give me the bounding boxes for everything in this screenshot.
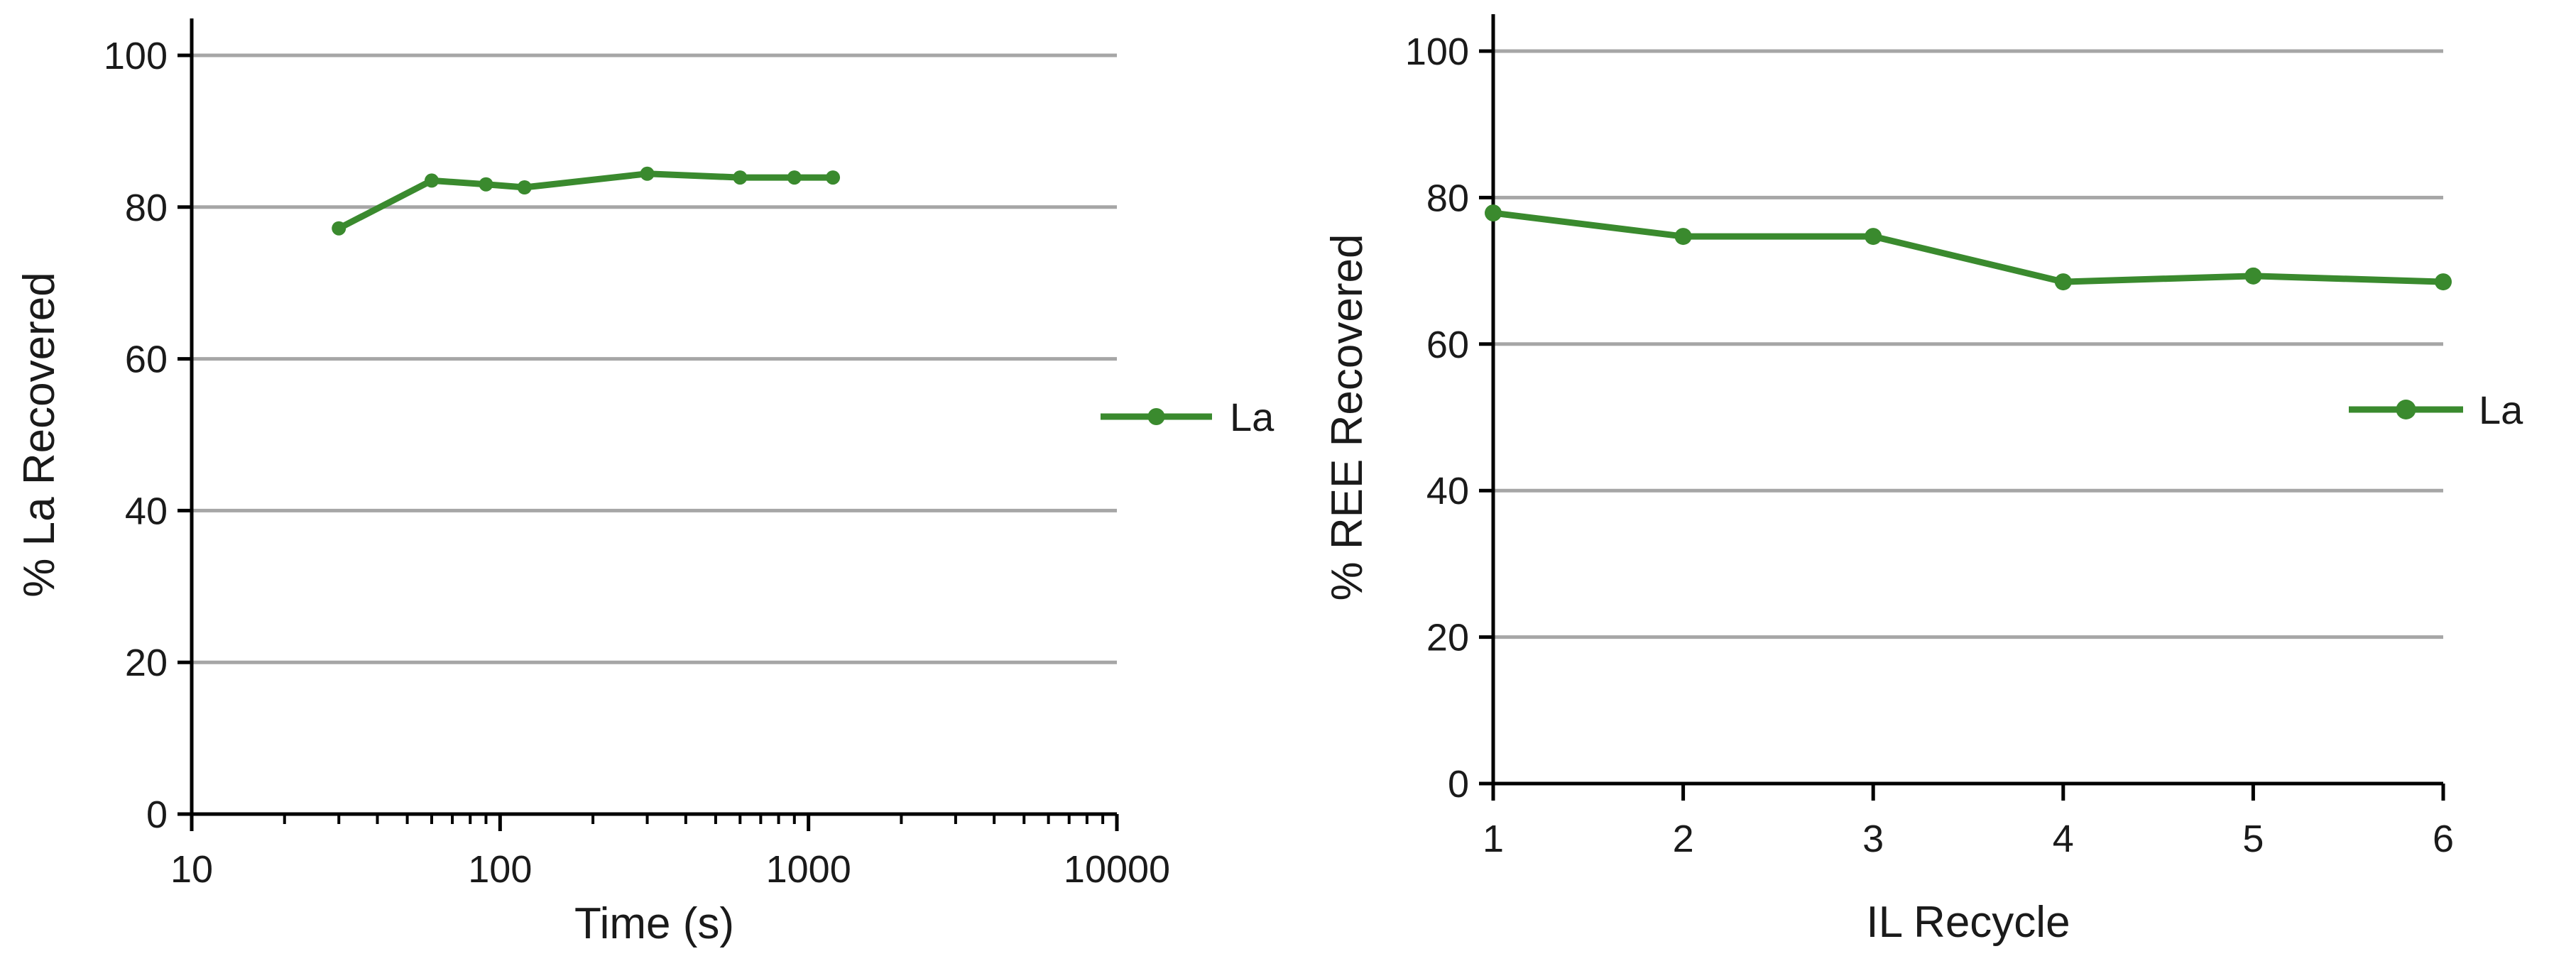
data-point <box>424 173 439 188</box>
y-tick-label: 40 <box>1426 470 1469 512</box>
data-point <box>733 170 748 185</box>
chart-time-recovery: 0 20 40 60 80 100 10 100 1000 10000 Time (s) % La R… <box>15 18 1275 948</box>
data-point <box>2054 273 2072 291</box>
series-line <box>1492 209 2444 285</box>
y-tick-label: 60 <box>1426 324 1469 366</box>
x-axis-title: IL Recycle <box>1866 898 2070 947</box>
legend-label: La <box>2479 388 2523 432</box>
y-tick-label: 100 <box>104 35 168 77</box>
data-point <box>2244 267 2262 285</box>
x-tick-label: 6 <box>2433 818 2454 860</box>
y-tick-label: 0 <box>146 793 168 836</box>
x-axis-title: Time (s) <box>574 899 734 948</box>
x-tick-label: 3 <box>1862 818 1884 860</box>
x-tick-label: 4 <box>2053 818 2074 860</box>
x-tick-label: 10000 <box>1064 848 1170 891</box>
data-point <box>479 177 493 192</box>
y-tick-label: 0 <box>1448 763 1469 806</box>
data-point <box>517 180 532 195</box>
data-point <box>1674 228 1692 246</box>
y-tick-label: 80 <box>1426 177 1469 219</box>
x-tick-label: 1 <box>1483 818 1504 860</box>
data-point <box>1865 228 1882 246</box>
data-point <box>332 221 346 236</box>
x-tick-label: 100 <box>468 848 532 891</box>
data-point <box>1485 204 1502 222</box>
x-tick-label: 5 <box>2242 818 2264 860</box>
legend-marker <box>1147 408 1165 425</box>
legend-marker <box>2396 400 2416 419</box>
y-tick-label: 20 <box>1426 617 1469 659</box>
data-point <box>640 166 655 181</box>
y-tick-label: 80 <box>125 187 168 229</box>
y-axis-title: % REE Recovered <box>1323 234 1372 601</box>
x-tick-label: 2 <box>1673 818 1694 860</box>
y-tick-label: 60 <box>125 339 168 381</box>
x-tick-label: 1000 <box>766 848 851 891</box>
y-tick-label: 40 <box>125 490 168 532</box>
data-point <box>2435 273 2452 291</box>
legend-label: La <box>1230 395 1275 439</box>
y-axis-title: % La Recovered <box>15 272 64 597</box>
chart-il-recycle-recovery: 0 20 40 60 80 100 1 2 3 4 5 6 IL Recycle % REE Recove… <box>1323 14 2523 947</box>
data-point <box>826 170 841 185</box>
x-tick-label: 10 <box>170 848 213 891</box>
data-point <box>787 170 802 185</box>
y-tick-label: 100 <box>1405 31 1469 73</box>
series-line <box>337 170 834 231</box>
y-tick-label: 20 <box>125 642 168 684</box>
